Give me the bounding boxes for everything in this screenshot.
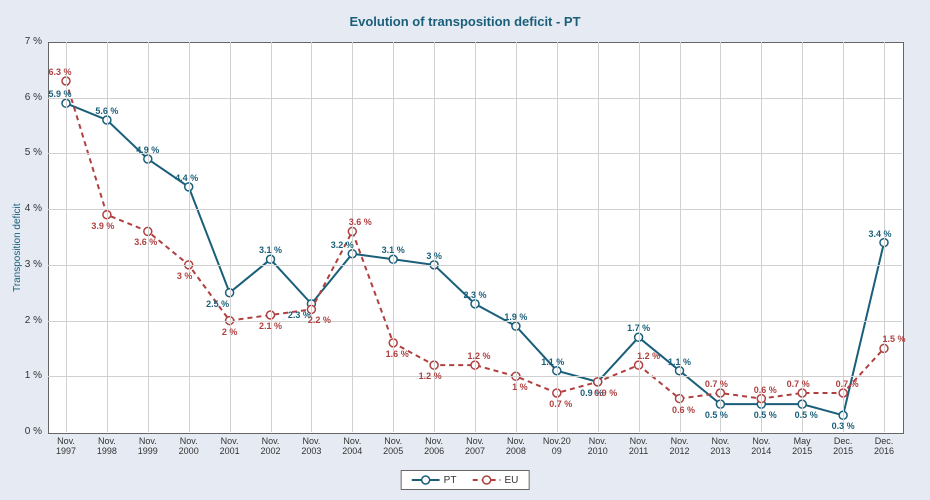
y-tick-label: 2 % <box>10 315 42 326</box>
legend-label: EU <box>504 475 518 486</box>
point-label: 3 % <box>177 271 193 281</box>
point-label: 2.2 % <box>308 315 331 325</box>
x-tick-label: Nov.2009 <box>537 436 577 457</box>
point-label: 0.5 % <box>754 410 777 420</box>
point-label: 2.5 % <box>206 299 229 309</box>
point-label: 1.5 % <box>882 334 905 344</box>
grid-line <box>639 42 640 432</box>
grid-line <box>352 42 353 432</box>
point-label: 0.7 % <box>705 379 728 389</box>
point-label: 0.3 % <box>832 421 855 431</box>
grid-line <box>598 42 599 432</box>
legend: PT EU <box>401 470 530 490</box>
point-label: 0.6 % <box>672 405 695 415</box>
x-tick-label: Dec.2016 <box>864 436 904 457</box>
grid-line <box>802 42 803 432</box>
x-tick-label: Nov.2005 <box>373 436 413 457</box>
grid-line <box>311 42 312 432</box>
grid-line <box>720 42 721 432</box>
x-tick-label: Nov.2013 <box>700 436 740 457</box>
point-label: 3.2 % <box>331 240 354 250</box>
x-tick-label: Nov.2010 <box>578 436 618 457</box>
point-label: 2 % <box>222 327 238 337</box>
legend-label: PT <box>444 475 457 486</box>
point-label: 3 % <box>426 251 442 261</box>
x-tick-label: Nov.2007 <box>455 436 495 457</box>
point-label: 1.2 % <box>637 351 660 361</box>
grid-line <box>230 42 231 432</box>
grid-line <box>271 42 272 432</box>
x-tick-label: Nov.2012 <box>660 436 700 457</box>
y-tick-label: 0 % <box>10 426 42 437</box>
grid-line <box>189 42 190 432</box>
point-label: 3.6 % <box>134 237 157 247</box>
grid-line <box>680 42 681 432</box>
point-label: 0.9 % <box>594 388 617 398</box>
point-label: 1.9 % <box>504 312 527 322</box>
point-label: 1 % <box>512 382 528 392</box>
point-label: 0.6 % <box>754 385 777 395</box>
point-label: 2.1 % <box>259 321 282 331</box>
y-tick-label: 1 % <box>10 370 42 381</box>
point-label: 1.1 % <box>541 357 564 367</box>
legend-item-pt: PT <box>412 474 457 486</box>
x-tick-label: Nov.2003 <box>291 436 331 457</box>
grid-line <box>761 42 762 432</box>
point-label: 0.5 % <box>705 410 728 420</box>
point-label: 2.3 % <box>463 290 486 300</box>
point-label: 6.3 % <box>48 67 71 77</box>
grid-line <box>393 42 394 432</box>
point-label: 5.6 % <box>95 106 118 116</box>
y-tick-label: 4 % <box>10 203 42 214</box>
point-label: 0.5 % <box>795 410 818 420</box>
point-label: 0.7 % <box>787 379 810 389</box>
point-label: 1.7 % <box>627 323 650 333</box>
x-tick-label: Nov.1997 <box>46 436 86 457</box>
point-label: 1.6 % <box>386 349 409 359</box>
grid-line <box>107 42 108 432</box>
x-tick-label: Nov.2014 <box>741 436 781 457</box>
grid-line <box>557 42 558 432</box>
point-label: 4.9 % <box>136 145 159 155</box>
point-label: 3.9 % <box>91 221 114 231</box>
point-label: 1.2 % <box>467 351 490 361</box>
chart-svg <box>0 0 930 500</box>
x-tick-label: May2015 <box>782 436 822 457</box>
point-label: 3.1 % <box>382 245 405 255</box>
point-label: 3.4 % <box>868 229 891 239</box>
grid-line <box>843 42 844 432</box>
point-label: 5.9 % <box>48 89 71 99</box>
point-label: 1.2 % <box>419 371 442 381</box>
x-tick-label: Nov.2011 <box>619 436 659 457</box>
point-label: 3.1 % <box>259 245 282 255</box>
x-tick-label: Nov.2008 <box>496 436 536 457</box>
grid-line <box>516 42 517 432</box>
x-tick-label: Dec.2015 <box>823 436 863 457</box>
point-label: 4.4 % <box>175 173 198 183</box>
x-tick-label: Nov.2004 <box>332 436 372 457</box>
point-label: 0.7 % <box>549 399 572 409</box>
point-label: 0.7 % <box>836 379 859 389</box>
x-tick-label: Nov.2006 <box>414 436 454 457</box>
legend-item-eu: EU <box>472 474 518 486</box>
y-tick-label: 7 % <box>10 36 42 47</box>
grid-line <box>66 42 67 432</box>
x-tick-label: Nov.1998 <box>87 436 127 457</box>
y-tick-label: 6 % <box>10 92 42 103</box>
x-tick-label: Nov.1999 <box>128 436 168 457</box>
chart-container: Evolution of transposition deficit - PT … <box>0 0 930 500</box>
x-tick-label: Nov.2002 <box>251 436 291 457</box>
grid-line <box>475 42 476 432</box>
point-label: 3.6 % <box>349 217 372 227</box>
x-tick-label: Nov.2001 <box>210 436 250 457</box>
y-tick-label: 3 % <box>10 259 42 270</box>
x-tick-label: Nov.2000 <box>169 436 209 457</box>
y-tick-label: 5 % <box>10 147 42 158</box>
point-label: 1.1 % <box>668 357 691 367</box>
